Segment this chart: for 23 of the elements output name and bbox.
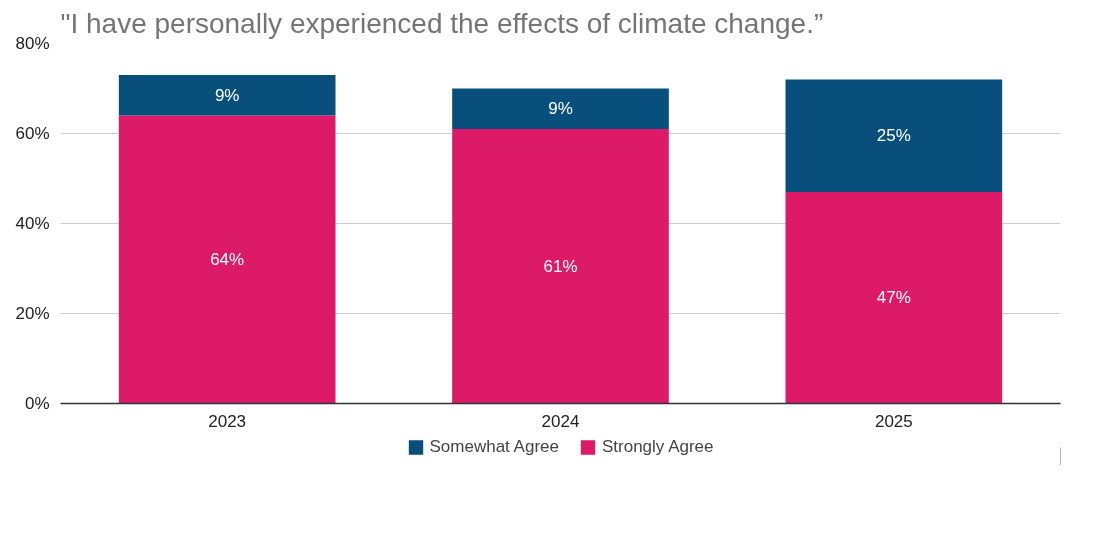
bar (118, 115, 336, 404)
legend-label: Somewhat Agree (429, 437, 559, 457)
bar (785, 192, 1003, 404)
data-label: 61% (543, 256, 578, 276)
x-tick-label: 2025 (874, 411, 913, 431)
bar (452, 129, 669, 404)
bar (118, 75, 336, 116)
bar (785, 79, 1003, 192)
data-label: 64% (210, 250, 245, 269)
data-label: 9% (214, 85, 240, 105)
y-tick-label: 0% (24, 394, 50, 413)
bar (452, 88, 669, 129)
data-label: 25% (876, 126, 911, 146)
y-tick-label: 20% (15, 304, 50, 323)
y-tick-label: 80% (15, 34, 50, 53)
data-label: 9% (548, 99, 573, 119)
x-tick-label: 2024 (541, 411, 580, 431)
legend-label: Strongly Agree (601, 437, 714, 457)
y-tick-label: 40% (15, 214, 50, 233)
x-tick-label: 2023 (208, 411, 247, 431)
chart-title: "I have personally experienced the effects of climate change.” (60, 7, 824, 39)
data-label: 47% (876, 288, 911, 308)
y-tick-label: 60% (15, 124, 50, 143)
